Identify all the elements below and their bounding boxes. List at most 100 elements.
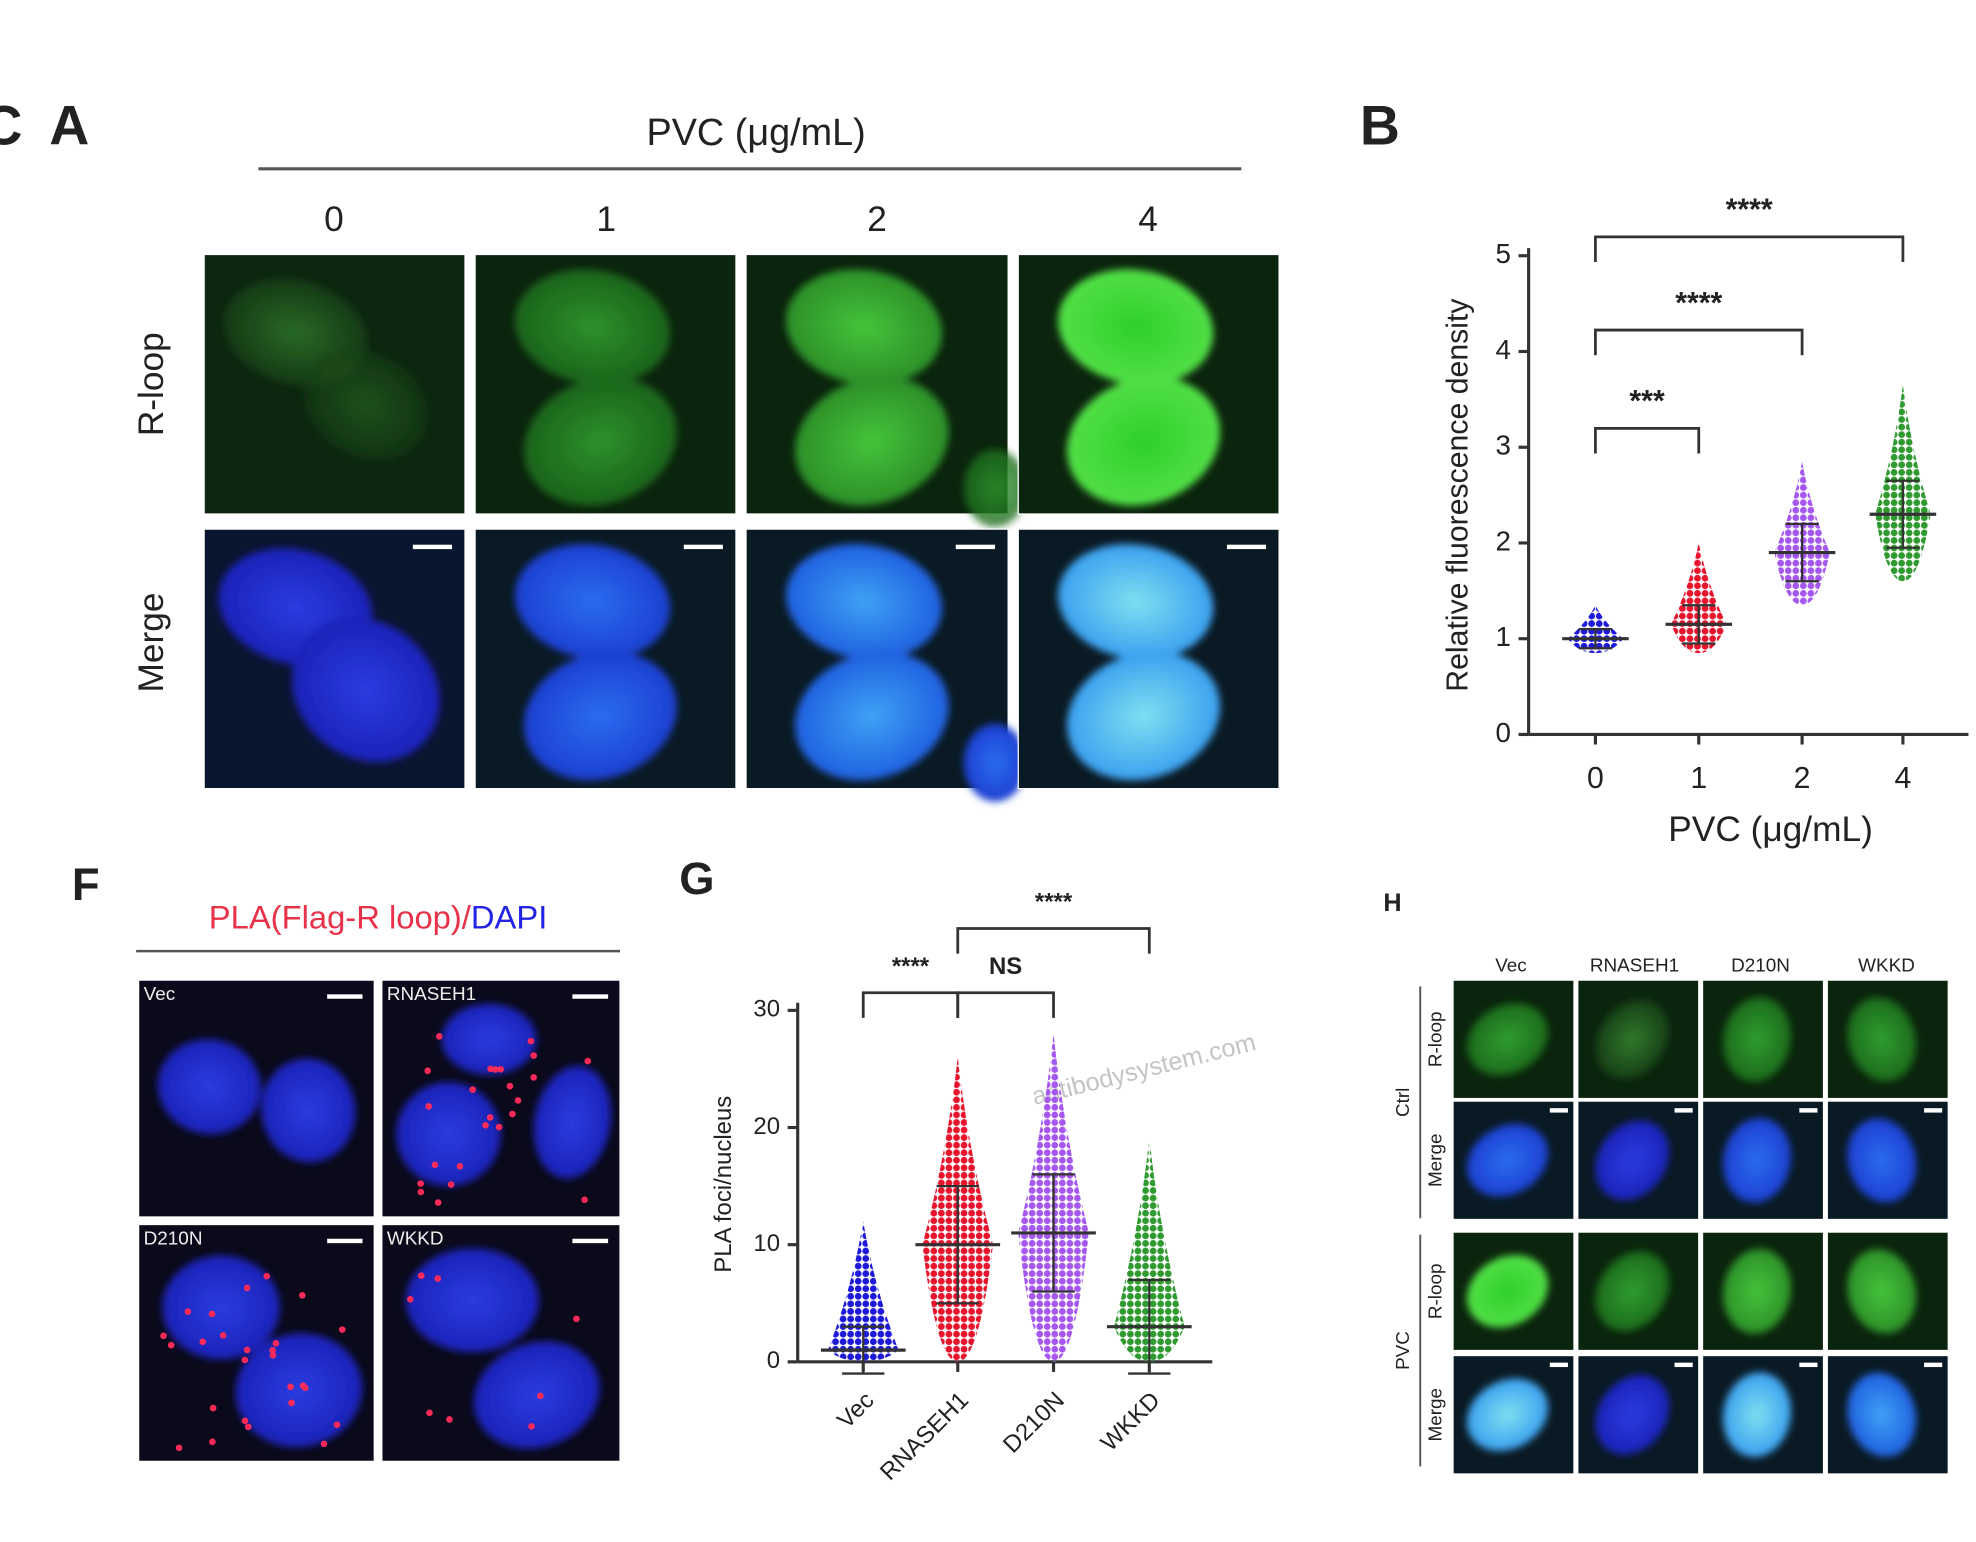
y-axis-title: Relative fluorescence density (1441, 298, 1474, 692)
focus (338, 1326, 346, 1333)
x-axis-title: PVC (μg/mL) (1668, 810, 1873, 849)
nuclei (1595, 1251, 1670, 1332)
nuclei (396, 1003, 612, 1187)
focus (424, 1067, 431, 1075)
focus (320, 1440, 328, 1448)
row-label: R-loop (132, 332, 171, 436)
focus (584, 1057, 592, 1065)
nucleus (514, 269, 671, 385)
nucleus (1057, 269, 1214, 385)
error-bar (1128, 1278, 1171, 1375)
nucleus (794, 376, 949, 506)
y-tick-label: 0 (767, 1347, 780, 1374)
scale-bar (572, 994, 609, 999)
scale-bar (1799, 1108, 1818, 1113)
focus (506, 1082, 514, 1090)
nucleus (1722, 1372, 1792, 1458)
nucleus (235, 1333, 363, 1448)
image-label: RNASEH1 (387, 984, 476, 1005)
column-label: WKKD (1858, 955, 1915, 976)
focus (435, 1033, 443, 1040)
nucleus (1595, 1251, 1670, 1332)
focus (184, 1308, 192, 1315)
x-tick-label: 0 (1587, 762, 1604, 795)
focus (298, 1292, 306, 1299)
y-axis-title: PLA foci/nucleus (710, 1096, 737, 1273)
focus (208, 1310, 216, 1318)
y-tick-label: 20 (753, 1113, 780, 1140)
focus (199, 1338, 207, 1346)
focus (426, 1409, 433, 1417)
scale-bar (1799, 1362, 1818, 1368)
scale-bar (327, 994, 363, 999)
row-label: Merge (132, 593, 171, 693)
y-tick-label: 4 (1496, 334, 1511, 365)
row-label: R-loop (1426, 1263, 1447, 1319)
significance-label: **** (1726, 194, 1773, 227)
nuclei (1595, 999, 1670, 1080)
focus (434, 1199, 442, 1206)
nuclei (1466, 1255, 1549, 1328)
scale-bar (1674, 1362, 1693, 1368)
nuclei (785, 269, 1027, 527)
nuclei (1722, 996, 1792, 1082)
nuclei (157, 1039, 356, 1163)
scale-bar (1924, 1108, 1943, 1113)
x-tick-label: 2 (1794, 762, 1811, 795)
scale-bar (412, 544, 452, 550)
error-bar (1886, 479, 1920, 549)
error-bar (842, 1325, 885, 1375)
nuclei (1057, 269, 1221, 506)
nucleus (785, 269, 943, 386)
significance-label: **** (1675, 287, 1722, 320)
nuclei (1595, 1120, 1670, 1201)
nucleus (1466, 1003, 1549, 1076)
x-tick-label: WKKD (1096, 1387, 1166, 1457)
focus (160, 1332, 167, 1340)
axis-title: PVC (μg/mL) (647, 112, 866, 154)
focus (487, 1065, 494, 1073)
focus (469, 1086, 476, 1093)
focus (492, 1066, 499, 1073)
image-label: D210N (144, 1229, 203, 1250)
nucleus (963, 723, 1027, 802)
nucleus (1466, 1255, 1549, 1328)
significance-label: *** (1629, 385, 1665, 418)
column-label: 1 (596, 200, 616, 239)
focus (244, 1423, 252, 1431)
nucleus (963, 449, 1027, 527)
focus (537, 1392, 544, 1400)
nucleus (533, 1065, 612, 1179)
nucleus (1595, 999, 1670, 1080)
panel-label: H (1383, 889, 1401, 917)
nucleus (1847, 1372, 1917, 1457)
focus (269, 1346, 276, 1354)
title-part: PLA(Flag-R loop)/ (209, 898, 472, 935)
focus (530, 1074, 537, 1081)
nucleus (1847, 1118, 1917, 1203)
significance-bracket (1594, 328, 1804, 356)
nuclei (1847, 1249, 1917, 1334)
nucleus (1466, 1124, 1549, 1197)
y-tick-label: 10 (753, 1230, 780, 1257)
scale-bar (683, 544, 723, 550)
nucleus (1066, 651, 1221, 781)
group-label: PVC (1393, 1331, 1414, 1370)
nucleus (162, 1255, 281, 1360)
focus (581, 1196, 588, 1204)
nuclei (218, 548, 440, 763)
nuclei (1847, 1372, 1917, 1457)
dot-cloud (1114, 1139, 1185, 1362)
focus (299, 1382, 307, 1389)
column-label: 2 (867, 200, 887, 239)
nucleus (514, 543, 671, 660)
scale-bar (1924, 1362, 1943, 1368)
nuclei (1722, 1372, 1792, 1458)
scale-bar (572, 1238, 609, 1244)
focus (243, 1284, 251, 1292)
nucleus (1722, 996, 1792, 1082)
nuclei (1595, 1374, 1670, 1455)
group-label: Ctrl (1393, 1088, 1414, 1117)
x-tick-label: D210N (998, 1387, 1070, 1459)
